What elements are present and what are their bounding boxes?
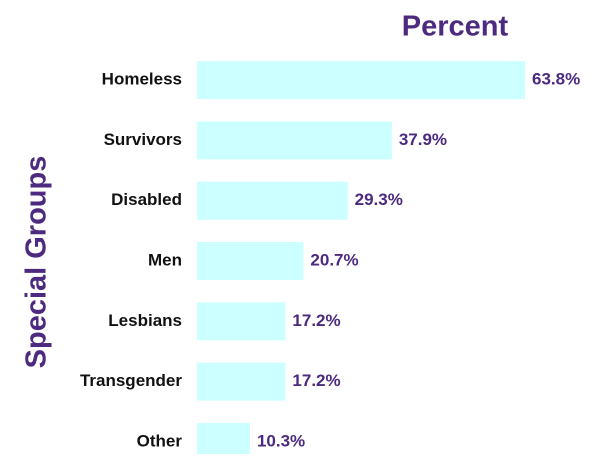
bar xyxy=(197,242,304,281)
data-label: 10.3% xyxy=(257,431,305,450)
bar xyxy=(197,362,286,401)
data-label: 20.7% xyxy=(310,251,358,270)
bar xyxy=(197,61,525,100)
y-axis-label: Special Groups xyxy=(21,156,53,369)
category-label: Other xyxy=(137,431,183,450)
category-label: Lesbians xyxy=(108,311,182,330)
category-label: Homeless xyxy=(102,70,182,89)
category-label: Men xyxy=(148,251,182,270)
category-label: Transgender xyxy=(80,371,182,390)
data-label: 37.9% xyxy=(399,130,447,149)
category-label: Survivors xyxy=(104,130,182,149)
category-label: Disabled xyxy=(111,190,182,209)
data-label: 17.2% xyxy=(292,311,340,330)
bar xyxy=(197,302,286,341)
data-label: 63.8% xyxy=(532,70,580,89)
bar xyxy=(197,181,348,220)
bar xyxy=(197,121,392,160)
chart-title: Percent xyxy=(402,11,509,43)
bar xyxy=(197,422,250,459)
data-label: 29.3% xyxy=(355,190,403,209)
data-label: 17.2% xyxy=(292,371,340,390)
